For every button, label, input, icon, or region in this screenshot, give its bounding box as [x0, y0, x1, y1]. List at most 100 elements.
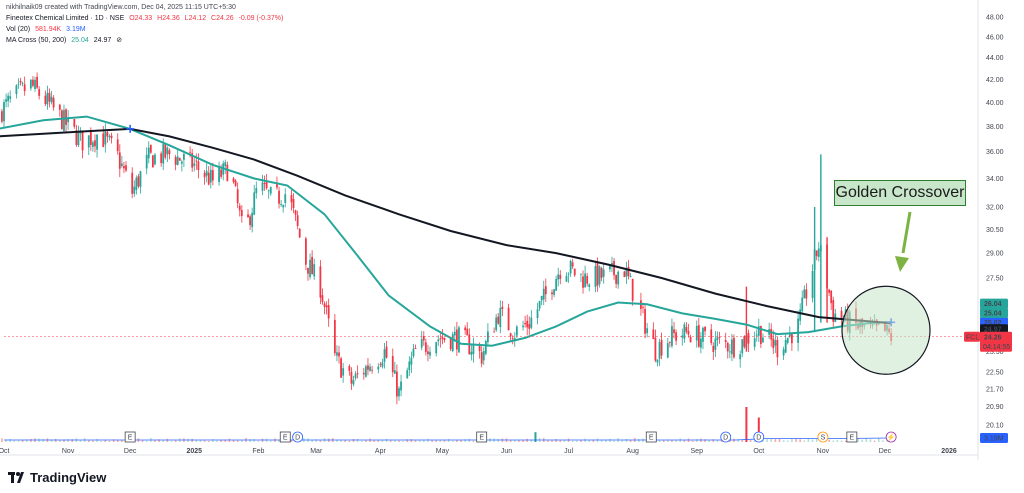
volume-bar	[592, 439, 595, 442]
candle-body	[50, 96, 53, 103]
price-axis[interactable]: 48.00 46.00 44.00 42.00 40.00 38.00 36.00 34.00…	[964, 0, 1012, 460]
volume-legend[interactable]: Vol (20) 581.94K 3.19M	[6, 25, 89, 34]
volume-bar	[695, 439, 698, 442]
x-tick-label: Dec	[879, 448, 892, 455]
candle-body	[443, 337, 446, 341]
candle-body	[772, 338, 775, 348]
candle-body	[125, 165, 127, 171]
volume-bar	[629, 440, 632, 442]
candle-body	[220, 169, 223, 177]
candle-body	[437, 339, 440, 342]
candle-body	[118, 152, 121, 169]
candle-body	[702, 327, 704, 342]
volume-bar	[464, 439, 466, 442]
candle-body	[515, 326, 518, 336]
volume-bar	[319, 440, 322, 442]
candle-body	[203, 172, 206, 178]
candle-body	[168, 150, 171, 155]
candle-body	[753, 338, 756, 347]
candle-body	[455, 329, 458, 350]
x-tick-label: May	[436, 448, 450, 455]
candle-body	[396, 371, 398, 397]
x-tick-label: 2026	[941, 448, 957, 455]
candle-body	[52, 97, 55, 108]
candle-body	[205, 170, 208, 176]
event-marker-bg	[124, 431, 136, 443]
candle-body	[652, 329, 655, 340]
candle-body	[658, 342, 661, 359]
candle-body	[673, 329, 675, 334]
candle-body	[137, 176, 140, 187]
price-tag	[980, 298, 1008, 309]
volume-bar	[373, 440, 375, 442]
candle-body	[282, 205, 285, 208]
candle-body	[379, 364, 382, 366]
candle-body	[67, 117, 70, 123]
symbol-legend[interactable]: Fineotex Chemical Limited · 1D · NSE O24…	[6, 14, 286, 23]
candle-body	[685, 326, 688, 332]
candle-body	[149, 144, 152, 153]
volume-bar	[30, 438, 32, 442]
eye-off-icon[interactable]: ⊘	[116, 37, 123, 44]
time-axis[interactable]: Oct Nov Dec 2025 Feb Mar Apr May Jun Jul Aug Sep Oct…	[0, 448, 978, 456]
candle-body	[238, 205, 241, 211]
candle-body	[265, 181, 268, 189]
candle-body	[284, 194, 287, 203]
price-chart[interactable]: E E D E E D D S E ⚡ 48.0046.0044.0042.0040.0038.0…	[0, 0, 1024, 460]
candle-body	[96, 134, 98, 150]
candle-body	[319, 266, 322, 298]
volume-bar	[220, 439, 222, 442]
candle-body	[342, 368, 345, 376]
ma200-value: 24.97	[93, 37, 112, 44]
volume-bar	[749, 439, 752, 442]
candle-body	[710, 329, 713, 344]
candle-body	[493, 331, 496, 333]
candle-body	[718, 337, 721, 338]
candle-body	[571, 262, 574, 267]
candle-body	[656, 359, 659, 363]
event-marker-bg	[753, 431, 765, 443]
tradingview-logo-icon	[8, 472, 26, 483]
volume-spike	[757, 417, 760, 442]
volume-bar	[431, 440, 433, 442]
volume-bar	[141, 440, 144, 442]
candle-body	[544, 286, 547, 295]
candle-body	[782, 349, 785, 356]
candle-body	[381, 362, 384, 367]
candle-body	[660, 339, 663, 356]
candle-body	[191, 153, 194, 168]
volume-bar	[613, 440, 615, 442]
volume-bar	[882, 440, 884, 442]
volume-spike	[745, 407, 748, 442]
candle-body	[36, 76, 38, 88]
candle-body	[65, 109, 67, 125]
candle-body	[211, 170, 214, 181]
volume-bar	[451, 440, 454, 442]
candle-body	[776, 339, 779, 358]
candle-body	[832, 300, 835, 322]
candle-body	[470, 351, 473, 355]
volume-bar	[869, 439, 872, 442]
volume-bar	[67, 439, 69, 442]
candle-body	[226, 164, 229, 182]
candle-body	[695, 325, 698, 341]
volume-bar	[588, 440, 591, 442]
volume-bar	[145, 440, 148, 442]
annotation-arrow-shaft	[901, 211, 912, 254]
volume-bar	[683, 439, 686, 442]
candle-body	[714, 338, 717, 350]
ohlc-open: O24.33	[129, 15, 153, 22]
volume-bar	[191, 438, 193, 442]
candle-body	[743, 336, 746, 347]
ma-legend[interactable]: MA Cross (50, 200) 25.04 24.97 ⊘	[6, 36, 125, 45]
candle-body	[790, 334, 793, 344]
tradingview-logo[interactable]: TradingView	[8, 470, 106, 485]
x-tick-label: 2025	[186, 448, 202, 455]
candle-body	[267, 190, 270, 192]
candle-body	[642, 307, 644, 309]
candle-body	[7, 95, 10, 102]
candle-body	[644, 309, 646, 334]
candle-body	[313, 264, 316, 277]
volume-bar	[638, 439, 640, 442]
volume-bar	[315, 439, 318, 442]
